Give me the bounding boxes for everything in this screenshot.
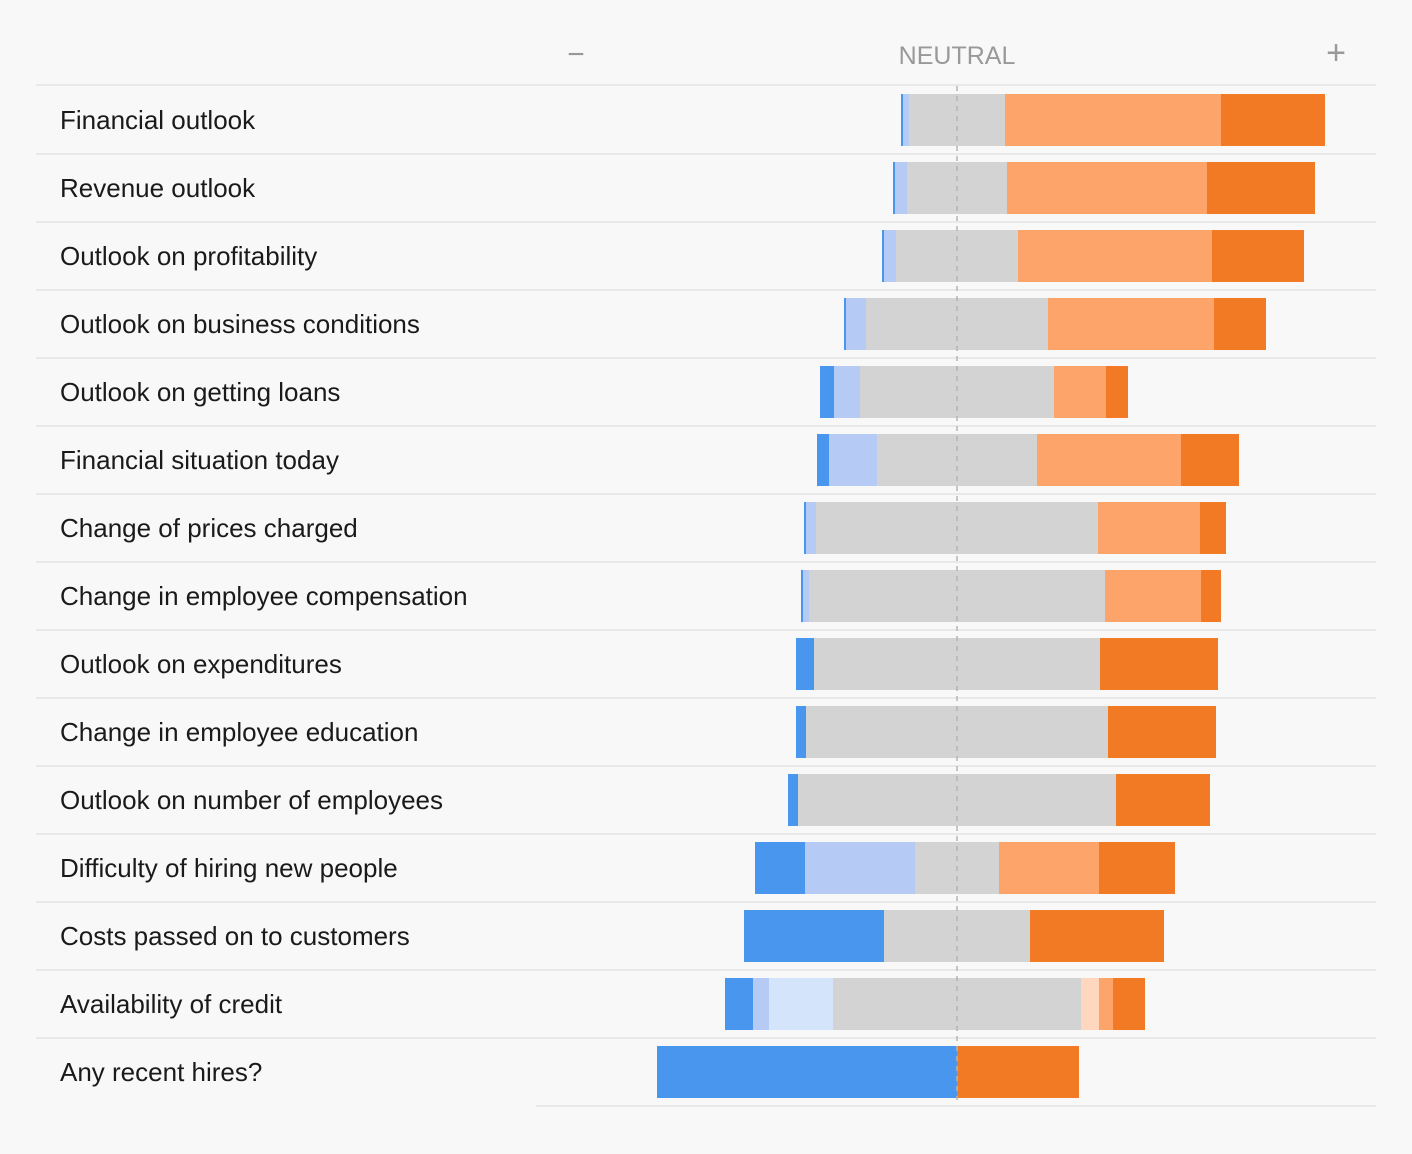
row-label: Change in employee compensation bbox=[60, 581, 468, 611]
neutral-header-label: NEUTRAL bbox=[899, 42, 1016, 70]
bar-segment-negative bbox=[895, 162, 907, 214]
bar-segment-positive bbox=[1037, 434, 1181, 486]
bar-segment-positive bbox=[1018, 230, 1212, 282]
row-label: Financial situation today bbox=[60, 445, 339, 475]
bar-segment-positive bbox=[999, 842, 1099, 894]
row-label: Change in employee education bbox=[60, 717, 418, 747]
row-label: Change of prices charged bbox=[60, 513, 358, 543]
chart-row: Revenue outlook bbox=[36, 162, 1376, 223]
bar-segment-very-negative bbox=[901, 94, 903, 146]
bar-segment-negative bbox=[803, 570, 809, 622]
chart-row: Costs passed on to customers bbox=[36, 910, 1376, 971]
bar-segment-neutral bbox=[814, 638, 1100, 690]
bar-segment-very-positive bbox=[1200, 502, 1226, 554]
chart-row: Availability of credit bbox=[36, 978, 1376, 1039]
bar-segment-negative bbox=[753, 978, 769, 1030]
bar-segment-very-positive bbox=[1116, 774, 1210, 826]
bar-segment-positive bbox=[1098, 502, 1200, 554]
bar-segment-very-negative bbox=[657, 1046, 957, 1098]
bar-segment-very-positive bbox=[1030, 910, 1164, 962]
bar-segment-positive bbox=[1048, 298, 1214, 350]
bar-segment-very-positive bbox=[957, 1046, 1079, 1098]
chart-row: Difficulty of hiring new people bbox=[36, 842, 1376, 903]
row-label: Revenue outlook bbox=[60, 173, 256, 203]
bar-segment-positive bbox=[1105, 570, 1201, 622]
chart-row: Change of prices charged bbox=[36, 502, 1376, 563]
row-label: Costs passed on to customers bbox=[60, 921, 410, 951]
bar-segment-very-negative bbox=[844, 298, 846, 350]
bar-segment-negative bbox=[806, 502, 816, 554]
bar-segment-very-positive bbox=[1207, 162, 1315, 214]
row-label: Availability of credit bbox=[60, 989, 283, 1019]
bar-segment-slightly-positive bbox=[1081, 978, 1099, 1030]
bar-segment-very-positive bbox=[1212, 230, 1304, 282]
bar-segment-very-positive bbox=[1108, 706, 1216, 758]
chart-row: Outlook on number of employees bbox=[36, 774, 1376, 835]
chart-row: Financial outlook bbox=[36, 94, 1376, 155]
bar-segment-positive bbox=[1099, 978, 1113, 1030]
bar-segment-very-negative bbox=[804, 502, 806, 554]
bar-segment-slightly-negative bbox=[769, 978, 833, 1030]
row-label: Financial outlook bbox=[60, 105, 256, 135]
chart-row: Outlook on profitability bbox=[36, 230, 1376, 291]
row-label: Outlook on expenditures bbox=[60, 649, 342, 679]
bar-segment-negative bbox=[829, 434, 877, 486]
chart-row: Outlook on getting loans bbox=[36, 366, 1376, 427]
bar-segment-very-negative bbox=[801, 570, 803, 622]
row-label: Outlook on profitability bbox=[60, 241, 317, 271]
bar-segment-very-positive bbox=[1100, 638, 1218, 690]
bar-segment-neutral bbox=[866, 298, 1048, 350]
row-label: Outlook on number of employees bbox=[60, 785, 443, 815]
bar-segment-very-positive bbox=[1099, 842, 1175, 894]
chart-row: Change in employee compensation bbox=[36, 570, 1376, 631]
chart-row: Any recent hires? bbox=[60, 1046, 1376, 1107]
bar-segment-very-positive bbox=[1201, 570, 1221, 622]
bar-segment-very-negative bbox=[725, 978, 753, 1030]
bar-segment-very-negative bbox=[820, 366, 834, 418]
chart-row: Change in employee education bbox=[36, 706, 1376, 767]
row-label: Outlook on business conditions bbox=[60, 309, 420, 339]
bar-segment-negative bbox=[805, 842, 915, 894]
bar-segment-very-negative bbox=[882, 230, 884, 282]
bar-segment-very-positive bbox=[1221, 94, 1325, 146]
row-label: Any recent hires? bbox=[60, 1057, 262, 1087]
bar-segment-very-positive bbox=[1181, 434, 1239, 486]
row-label: Difficulty of hiring new people bbox=[60, 853, 398, 883]
bar-segment-very-negative bbox=[755, 842, 805, 894]
row-label: Outlook on getting loans bbox=[60, 377, 340, 407]
bar-segment-very-negative bbox=[788, 774, 798, 826]
bar-segment-very-negative bbox=[893, 162, 895, 214]
positive-header-symbol: + bbox=[1326, 34, 1346, 72]
bar-segment-positive bbox=[1005, 94, 1221, 146]
bar-segment-positive bbox=[1054, 366, 1106, 418]
bar-segment-very-negative bbox=[817, 434, 829, 486]
bar-segment-negative bbox=[846, 298, 866, 350]
bar-segment-very-positive bbox=[1113, 978, 1145, 1030]
bar-segment-very-negative bbox=[796, 706, 806, 758]
bar-segment-negative bbox=[834, 366, 860, 418]
bar-segment-positive bbox=[1007, 162, 1207, 214]
bar-segment-negative bbox=[884, 230, 896, 282]
bar-segment-very-negative bbox=[796, 638, 814, 690]
bar-segment-very-negative bbox=[744, 910, 884, 962]
bar-segment-very-positive bbox=[1214, 298, 1266, 350]
chart-row: Financial situation today bbox=[36, 434, 1376, 495]
chart-rows: Financial outlook Revenue outlook Outlook … bbox=[36, 84, 1376, 1107]
bar-segment-negative bbox=[903, 94, 909, 146]
chart-row: Outlook on business conditions bbox=[36, 298, 1376, 359]
bar-segment-neutral bbox=[833, 978, 1081, 1030]
chart-header: − NEUTRAL + bbox=[567, 34, 1346, 72]
bar-segment-very-positive bbox=[1106, 366, 1128, 418]
negative-header-symbol: − bbox=[567, 38, 585, 71]
chart-row: Outlook on expenditures bbox=[36, 638, 1376, 699]
